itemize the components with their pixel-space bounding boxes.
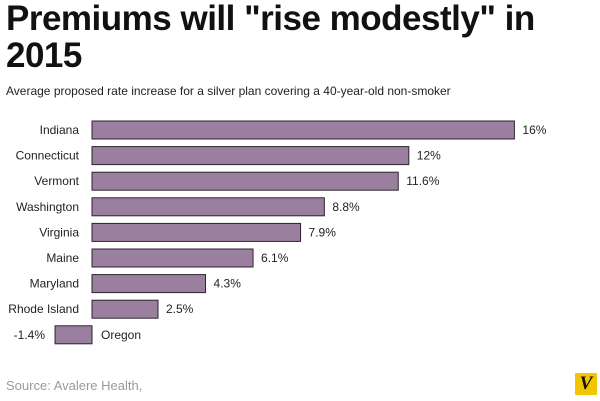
category-label-oregon: Oregon — [101, 328, 141, 342]
bar-vermont — [91, 171, 399, 191]
bar-maine — [91, 248, 254, 268]
value-label-vermont: 11.6% — [406, 174, 439, 188]
category-label-indiana: Indiana — [40, 123, 80, 137]
bar-indiana — [91, 120, 515, 140]
category-label-maine: Maine — [46, 251, 79, 265]
vox-logo: V — [575, 373, 597, 395]
category-label-washington: Washington — [16, 200, 79, 214]
bar-maryland — [91, 274, 207, 294]
value-label-washington: 8.8% — [332, 200, 360, 214]
source-note: Source: Avalere Health, — [6, 378, 143, 393]
bar-washington — [91, 197, 325, 217]
bar-rhode-island — [91, 299, 159, 319]
category-label-vermont: Vermont — [34, 174, 79, 188]
value-label-maryland: 4.3% — [214, 277, 242, 291]
value-label-rhode-island: 2.5% — [166, 302, 194, 316]
chart-title: Premiums will "rise modestly" in 2015 — [6, 0, 535, 75]
value-label-oregon: -1.4% — [14, 328, 46, 342]
bar-oregon — [54, 325, 93, 345]
bar-chart: Indiana 16% Connecticut 12% Vermont 11.6% Wash… — [8, 120, 547, 345]
vox-logo-letter: V — [579, 373, 593, 394]
category-label-virginia: Virginia — [39, 225, 79, 239]
value-label-indiana: 16% — [522, 123, 546, 137]
value-label-maine: 6.1% — [261, 251, 289, 265]
category-label-connecticut: Connecticut — [16, 149, 80, 163]
value-label-virginia: 7.9% — [309, 225, 337, 239]
chart-subtitle: Average proposed rate increase for a sil… — [6, 84, 451, 98]
bar-virginia — [91, 222, 302, 242]
bar-connecticut — [91, 146, 410, 166]
value-label-connecticut: 12% — [417, 149, 441, 163]
category-label-maryland: Maryland — [30, 277, 79, 291]
category-label-rhode-island: Rhode Island — [8, 302, 79, 316]
